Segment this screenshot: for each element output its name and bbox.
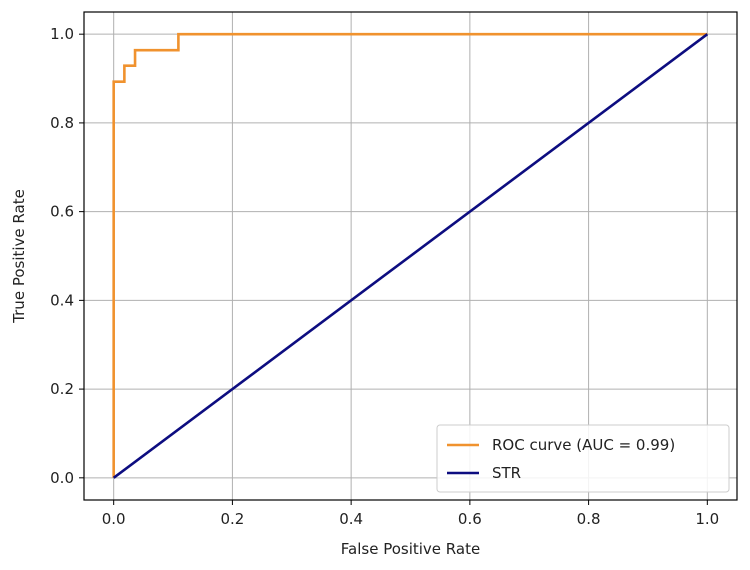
x-tick-label: 0.8	[577, 510, 601, 528]
plot-frame	[83, 11, 738, 501]
y-tick-label: 0.2	[50, 380, 74, 398]
legend-box	[436, 424, 730, 493]
series-line-str	[112, 33, 709, 479]
y-tick-label: 0.8	[50, 114, 74, 132]
axis-ticks: 0.0 0.2 0.4 0.6 0.8 1.0 0.0 0.2 0.4 0.6 0.8 1.0	[50, 25, 719, 528]
legend-label-str: STR	[492, 464, 521, 482]
y-tick-label: 0.0	[50, 469, 74, 487]
x-tick-label: 0.6	[458, 510, 482, 528]
y-tick-label: 1.0	[50, 25, 74, 43]
x-tick-label: 0.0	[102, 510, 126, 528]
y-tick-label: 0.4	[50, 291, 74, 309]
legend-label-roc: ROC curve (AUC = 0.99)	[492, 436, 675, 454]
series-layer	[112, 32, 709, 479]
x-tick-label: 0.2	[220, 510, 244, 528]
series-line-roc	[112, 32, 708, 478]
x-axis-label: False Positive Rate	[341, 540, 480, 558]
x-tick-label: 0.4	[339, 510, 363, 528]
y-axis-label: True Positive Rate	[10, 189, 28, 324]
y-tick-label: 0.6	[50, 203, 74, 221]
x-tick-label: 1.0	[695, 510, 719, 528]
legend: ROC curve (AUC = 0.99) STR	[436, 424, 730, 493]
